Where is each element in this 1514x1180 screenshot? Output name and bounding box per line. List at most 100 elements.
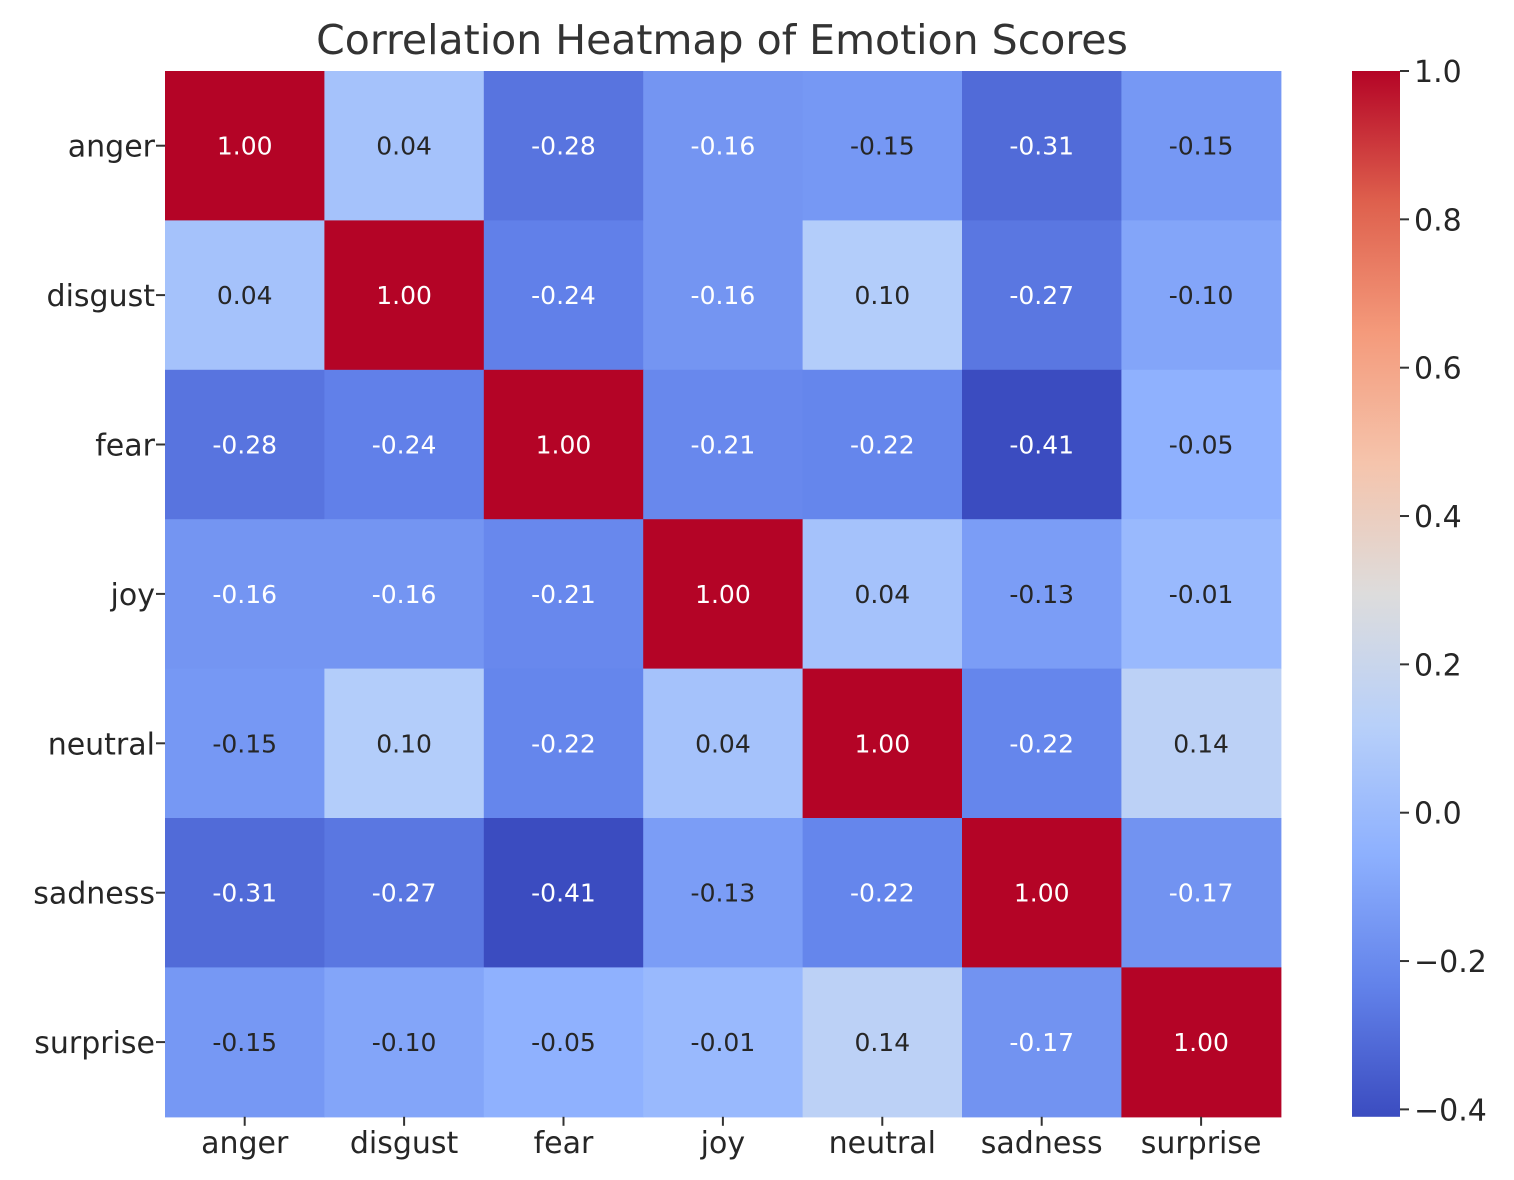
heatmap-cell xyxy=(802,369,963,520)
row-label: anger xyxy=(68,130,156,165)
heatmap-cell xyxy=(962,967,1122,1118)
heatmap-cells: 1.00 0.04 -0.28 -0.16 -0.15 -0.31 -0.15 0.04 1.0… xyxy=(165,71,1282,1118)
heatmap-cell xyxy=(962,220,1122,371)
heatmap-cell xyxy=(643,220,804,371)
column-labels: anger disgust fear joy neutral sadness surpris… xyxy=(201,1116,1262,1161)
heatmap-cell xyxy=(1121,519,1282,670)
colorbar-tick-label: −0.4 xyxy=(1414,1093,1487,1128)
column-label: neutral xyxy=(829,1126,936,1161)
cell-value-label: 1.00 xyxy=(217,132,273,161)
cell-value-label: -0.05 xyxy=(1169,431,1234,460)
heatmap-cell xyxy=(324,967,485,1118)
cell-value-label: -0.05 xyxy=(531,1028,596,1057)
colorbar-tick-label: 0.2 xyxy=(1414,648,1462,683)
cell-value-label: 1.00 xyxy=(695,580,751,609)
column-label: surprise xyxy=(1141,1126,1262,1161)
heatmap-cell xyxy=(483,71,644,221)
cell-value-label: 1.00 xyxy=(854,729,910,758)
cell-value-label: 0.10 xyxy=(376,729,432,758)
cell-value-label: 0.14 xyxy=(854,1028,910,1057)
cell-value-label: -0.27 xyxy=(1009,281,1074,310)
cell-value-label: -0.31 xyxy=(212,879,277,908)
heatmap-cell xyxy=(483,519,644,670)
heatmap-cell xyxy=(962,818,1122,968)
cell-value-label: -0.27 xyxy=(372,879,437,908)
colorbar-tick-label: 0.4 xyxy=(1414,500,1462,535)
row-label: neutral xyxy=(48,727,155,762)
heatmap-cell xyxy=(483,818,644,968)
heatmap-cell xyxy=(802,519,963,670)
heatmap-cell xyxy=(1121,668,1282,819)
cell-value-label: 1.00 xyxy=(536,431,592,460)
heatmap-cell xyxy=(483,967,644,1118)
cell-value-label: 0.04 xyxy=(854,580,910,609)
heatmap-cell xyxy=(802,71,963,221)
cell-value-label: -0.22 xyxy=(850,879,915,908)
cell-value-label: 1.00 xyxy=(1014,879,1070,908)
chart-title: Correlation Heatmap of Emotion Scores xyxy=(316,16,1128,64)
heatmap-cell xyxy=(643,71,804,221)
heatmap-cell xyxy=(165,668,325,819)
heatmap-cell xyxy=(483,220,644,371)
column-label: disgust xyxy=(350,1126,459,1161)
heatmap-cell xyxy=(643,668,804,819)
cell-value-label: -0.13 xyxy=(691,879,756,908)
row-label: disgust xyxy=(47,279,156,314)
cell-value-label: -0.17 xyxy=(1009,1028,1074,1057)
heatmap-cell xyxy=(483,369,644,520)
colorbar-tick-label: 1.0 xyxy=(1414,55,1462,90)
row-label: joy xyxy=(110,578,155,613)
heatmap-cell xyxy=(165,369,325,520)
colorbar-gradient xyxy=(1352,71,1400,1117)
cell-value-label: -0.15 xyxy=(212,729,277,758)
cell-value-label: -0.21 xyxy=(531,580,596,609)
cell-value-label: -0.17 xyxy=(1169,879,1234,908)
cell-value-label: -0.28 xyxy=(212,431,277,460)
cell-value-label: -0.24 xyxy=(372,431,437,460)
cell-value-label: 0.04 xyxy=(695,729,751,758)
colorbar-tick-label: 0.8 xyxy=(1414,203,1462,238)
cell-value-label: -0.15 xyxy=(1169,132,1234,161)
heatmap-cell xyxy=(962,71,1122,221)
cell-value-label: -0.28 xyxy=(531,132,596,161)
cell-value-label: 0.04 xyxy=(217,281,273,310)
heatmap-cell xyxy=(324,668,485,819)
cell-value-label: 0.14 xyxy=(1173,729,1229,758)
cell-value-label: -0.41 xyxy=(1009,431,1074,460)
cell-value-label: 1.00 xyxy=(1173,1028,1229,1057)
heatmap-cell xyxy=(643,369,804,520)
cell-value-label: 1.00 xyxy=(376,281,432,310)
heatmap-cell xyxy=(802,220,963,371)
heatmap-cell xyxy=(324,818,485,968)
heatmap-cell xyxy=(962,668,1122,819)
heatmap-cell xyxy=(1121,220,1282,371)
cell-value-label: -0.01 xyxy=(691,1028,756,1057)
heatmap-cell xyxy=(165,519,325,670)
heatmap-cell xyxy=(483,668,644,819)
row-label: surprise xyxy=(34,1026,155,1061)
heatmap-cell xyxy=(324,369,485,520)
heatmap-cell xyxy=(165,220,325,371)
heatmap-cell xyxy=(802,668,963,819)
heatmap-cell xyxy=(1121,818,1282,968)
cell-value-label: -0.22 xyxy=(850,431,915,460)
row-labels: anger disgust fear joy neutral sadness surpris… xyxy=(33,130,165,1061)
cell-value-label: -0.24 xyxy=(531,281,596,310)
heatmap-cell xyxy=(1121,967,1282,1118)
cell-value-label: -0.22 xyxy=(1009,729,1074,758)
cell-value-label: -0.16 xyxy=(212,580,277,609)
cell-value-label: -0.22 xyxy=(531,729,596,758)
cell-value-label: -0.31 xyxy=(1009,132,1074,161)
row-label: fear xyxy=(95,429,155,464)
heatmap-cell xyxy=(165,818,325,968)
heatmap-cell xyxy=(802,967,963,1118)
heatmap-cell xyxy=(324,71,485,221)
cell-value-label: -0.41 xyxy=(531,879,596,908)
heatmap-cell xyxy=(802,818,963,968)
heatmap-cell xyxy=(962,369,1122,520)
cell-value-label: -0.15 xyxy=(212,1028,277,1057)
column-label: anger xyxy=(201,1126,289,1161)
column-label: fear xyxy=(534,1126,594,1161)
heatmap-cell xyxy=(324,220,485,371)
